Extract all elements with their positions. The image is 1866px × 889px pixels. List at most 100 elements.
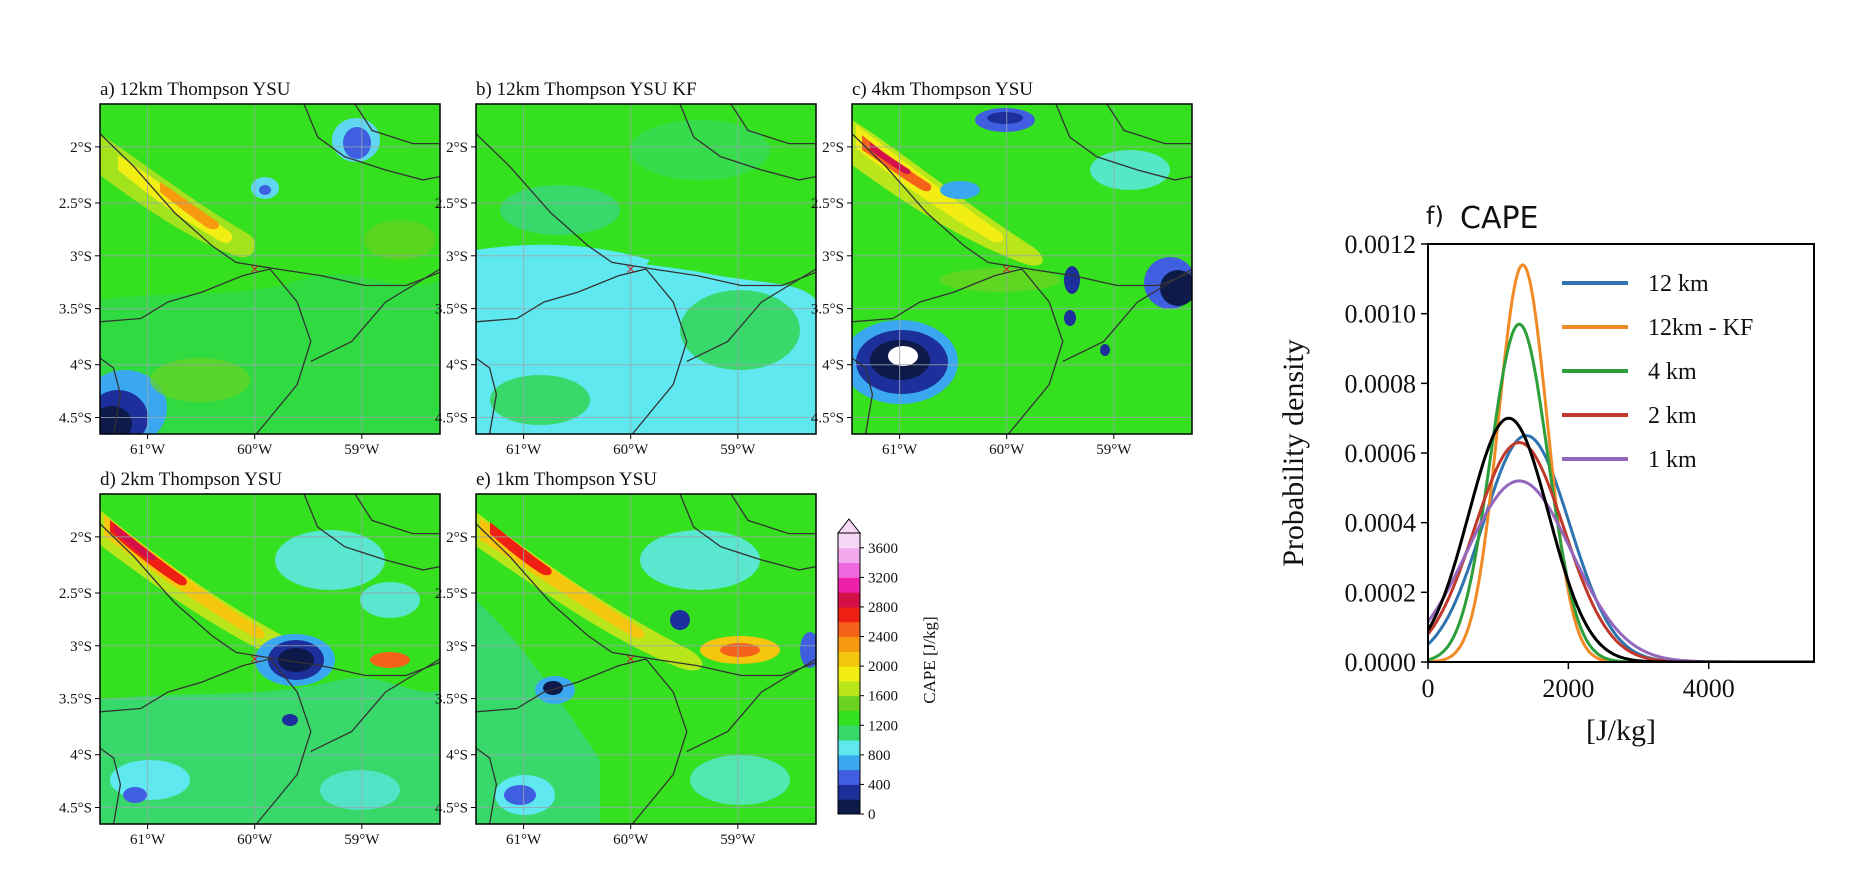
map-overlay-e: × bbox=[476, 494, 816, 824]
colorbar-cell bbox=[838, 710, 860, 726]
y-tick-label: 0.0008 bbox=[1345, 369, 1417, 398]
map-panel-a: a) 12km Thompson YSU bbox=[100, 79, 440, 434]
colorbar-cell bbox=[838, 547, 860, 564]
lat-tick-label: 3.5°S bbox=[435, 302, 468, 318]
lat-tick-label: 2°S bbox=[822, 140, 844, 156]
legend-label: 12 km bbox=[1648, 271, 1709, 297]
lat-tick-label: 4.5°S bbox=[59, 801, 92, 817]
river-line bbox=[100, 268, 271, 323]
site-marker: × bbox=[250, 649, 260, 669]
x-tick-label: 2000 bbox=[1542, 674, 1594, 703]
colorbar-tick-label: 3200 bbox=[868, 570, 898, 586]
river-line bbox=[476, 747, 498, 824]
y-tick-label: 0.0012 bbox=[1345, 230, 1417, 259]
series-line-2-km bbox=[1428, 440, 1814, 662]
lat-tick-label: 3.5°S bbox=[435, 692, 468, 708]
river-line bbox=[686, 268, 816, 362]
river-line bbox=[1106, 104, 1192, 145]
river-line bbox=[310, 268, 440, 362]
legend-label: 4 km bbox=[1648, 359, 1697, 385]
lat-tick-label: 2.5°S bbox=[435, 586, 468, 602]
river-line bbox=[686, 658, 816, 752]
panel-title-e: e) 1km Thompson YSU bbox=[476, 469, 657, 490]
y-tick-label: 0.0006 bbox=[1345, 439, 1417, 468]
river-line bbox=[631, 268, 688, 434]
panel-title-d: d) 2km Thompson YSU bbox=[100, 469, 282, 490]
lat-tick-label: 2°S bbox=[70, 140, 92, 156]
colorbar-cell bbox=[838, 740, 860, 756]
river-line bbox=[730, 494, 816, 535]
lat-tick-label: 3.5°S bbox=[811, 302, 844, 318]
colorbar-frame bbox=[837, 532, 861, 815]
river-line bbox=[100, 523, 440, 677]
map-panel-e: e) 1km Thompson YSU bbox=[476, 469, 816, 824]
cape-field-a bbox=[100, 104, 440, 434]
panel-title-c: c) 4km Thompson YSU bbox=[852, 79, 1033, 100]
lat-tick-label: 4°S bbox=[70, 358, 92, 374]
river-line bbox=[100, 747, 122, 824]
colorbar-tick-label: 2400 bbox=[868, 630, 898, 646]
colorbar-extend-arrow bbox=[836, 518, 862, 534]
lat-tick-label: 3.5°S bbox=[59, 302, 92, 318]
legend-label: 2 km bbox=[1648, 403, 1697, 429]
map-frame bbox=[99, 493, 441, 825]
lon-tick-label: 59°W bbox=[344, 832, 380, 848]
river-line bbox=[354, 494, 440, 535]
river-line bbox=[852, 268, 1023, 323]
lon-tick-label: 59°W bbox=[344, 442, 380, 458]
colorbar-label: CAPE [J/kg] bbox=[920, 616, 939, 703]
river-line bbox=[310, 658, 440, 752]
colorbar-ticks: 0 400 800 1200 1600 2000 2400 2800 3200 3600 bbox=[860, 541, 898, 823]
colorbar-cell bbox=[838, 621, 860, 638]
lat-tick-label: 4.5°S bbox=[435, 801, 468, 817]
river-line bbox=[476, 523, 816, 677]
colorbar-cell bbox=[838, 636, 860, 652]
colorbar-tick-label: 2000 bbox=[868, 659, 898, 675]
colorbar-tick-label: 0 bbox=[868, 807, 876, 823]
river-line bbox=[1055, 104, 1192, 181]
lat-tick-label: 4.5°S bbox=[435, 411, 468, 427]
colorbar-cell bbox=[838, 680, 860, 697]
river-line bbox=[476, 268, 647, 323]
panel-title-b: b) 12km Thompson YSU KF bbox=[476, 79, 697, 100]
colorbar-tick-label: 1200 bbox=[868, 718, 898, 734]
lat-tick-label: 2.5°S bbox=[811, 196, 844, 212]
lon-tick-label: 61°W bbox=[506, 832, 542, 848]
map-overlay-d: × bbox=[100, 494, 440, 824]
river-line bbox=[1007, 268, 1064, 434]
colorbar-tick-label: 2800 bbox=[868, 600, 898, 616]
colorbar: 0 400 800 1200 1600 2000 2400 2800 3200 3600 CAPE… bbox=[836, 518, 939, 823]
lat-tick-label: 4.5°S bbox=[59, 411, 92, 427]
lat-tick-label: 2.5°S bbox=[59, 586, 92, 602]
lat-tick-label: 2.5°S bbox=[435, 196, 468, 212]
colorbar-cell bbox=[838, 533, 860, 549]
lon-tick-label: 61°W bbox=[506, 442, 542, 458]
river-line bbox=[730, 104, 816, 145]
site-marker: × bbox=[1002, 259, 1012, 279]
river-line bbox=[303, 494, 440, 571]
river-line bbox=[1062, 268, 1192, 362]
colorbar-cell bbox=[838, 754, 860, 771]
river-line bbox=[100, 133, 440, 287]
y-tick-label: 0.0010 bbox=[1345, 300, 1417, 329]
river-line bbox=[100, 658, 271, 713]
colorbar-tick-label: 400 bbox=[868, 777, 891, 793]
lon-tick-label: 59°W bbox=[720, 832, 756, 848]
series-line-12km---kf bbox=[1428, 263, 1814, 662]
colorbar-tick-label: 3600 bbox=[868, 541, 898, 557]
lat-tick-label: 2°S bbox=[70, 530, 92, 546]
lat-tick-label: 4°S bbox=[446, 748, 468, 764]
map-panel-c: c) 4km Thompson YSU bbox=[852, 79, 1192, 434]
legend-label: 1 km bbox=[1648, 447, 1697, 473]
river-line bbox=[679, 104, 816, 181]
river-line bbox=[476, 658, 647, 713]
kde-series bbox=[1428, 263, 1814, 662]
colorbar-cell bbox=[838, 651, 860, 667]
river-line bbox=[476, 357, 498, 434]
lat-tick-label: 2°S bbox=[446, 530, 468, 546]
colorbar-cell bbox=[838, 666, 860, 682]
river-line bbox=[476, 133, 816, 287]
river-line bbox=[100, 357, 122, 434]
colorbar-cell bbox=[838, 592, 860, 608]
river-line bbox=[852, 133, 1192, 287]
